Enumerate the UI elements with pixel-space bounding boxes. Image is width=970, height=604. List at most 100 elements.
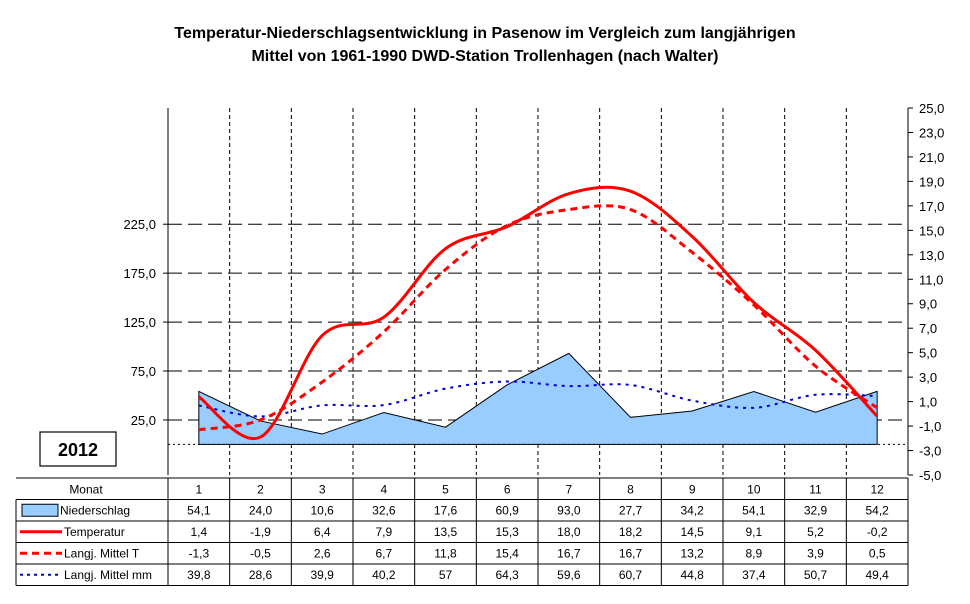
table-cell-value: 24,0 (249, 503, 273, 517)
table-cell-value: 18,0 (557, 525, 581, 539)
legend-series-name: Langj. Mittel mm (64, 568, 152, 582)
right-tick-label: 21,0 (919, 150, 944, 165)
month-label: 1 (195, 483, 202, 497)
legend-swatch-area (21, 503, 59, 517)
table-cell-value: 10,6 (310, 503, 334, 517)
table-cell-value: 0,5 (869, 546, 886, 560)
right-tick-label: 11,0 (919, 272, 943, 287)
legend-series-name: Temperatur (64, 525, 125, 539)
right-tick-label: -3,0 (919, 444, 941, 459)
langj-mittel-mm-line (198, 380, 878, 418)
table-cell-value: 3,9 (807, 546, 824, 560)
langj-mittel-t-line (198, 204, 879, 432)
right-tick-label: 19,0 (919, 174, 944, 189)
table-cell-value: 34,2 (680, 503, 704, 517)
month-label: 6 (504, 483, 511, 497)
table-cell-value: 13,2 (680, 546, 704, 560)
series-lines (197, 185, 879, 441)
year-box (39, 431, 117, 467)
right-tick-label: 15,0 (919, 223, 944, 238)
table-cell-value: 17,6 (434, 503, 458, 517)
table-cell-value: 9,1 (745, 525, 762, 539)
chart-title-line1: Temperatur-Niederschlagsentwicklung in P… (174, 25, 795, 42)
chart-title-line2: Mittel von 1961-1990 DWD-Station Trollen… (251, 48, 718, 65)
table-cell-value: 39,8 (187, 568, 211, 582)
legend-series-name: Langj. Mittel T (64, 546, 140, 560)
row-header-monat: Monat (69, 483, 103, 497)
table-cell-value: 60,7 (619, 568, 643, 582)
month-label: 3 (319, 483, 326, 497)
year-label: 2012 (58, 440, 98, 460)
table-cell-value: 18,2 (619, 525, 643, 539)
table-cell-value: 7,9 (375, 525, 392, 539)
table-cell-value: 16,7 (619, 546, 643, 560)
right-tick-label: 3,0 (919, 370, 937, 385)
table-cell-value: 50,7 (804, 568, 828, 582)
table-cell-value: 59,6 (557, 568, 581, 582)
table-cell-value: 49,4 (865, 568, 889, 582)
month-label: 9 (689, 483, 696, 497)
right-tick-label: -5,0 (919, 468, 941, 483)
month-label: 2 (257, 483, 264, 497)
table-cell-value: 54,1 (742, 503, 766, 517)
month-label: 12 (870, 483, 884, 497)
right-tick-label: 25,0 (919, 101, 944, 116)
table-cell-value: 54,2 (865, 503, 889, 517)
table-cell-value: 44,8 (680, 568, 704, 582)
axes: 25,0 75,0 125,0 175,0 225,0 25,0 23,0 21,0 19,0 1… (123, 101, 944, 483)
right-tick-label: 7,0 (919, 321, 937, 336)
table-cell-value: 6,4 (314, 525, 331, 539)
right-tick-label: 23,0 (919, 125, 944, 140)
table-cell-value: -1,9 (250, 525, 271, 539)
month-label: 5 (442, 483, 449, 497)
table-cell-value: 39,9 (310, 568, 334, 582)
table-cell-value: 37,4 (742, 568, 766, 582)
table-cell-value: -0,5 (250, 546, 271, 560)
table-cell-value: -0,2 (867, 525, 888, 539)
table-cell-value: 2,6 (314, 546, 331, 560)
table-cell-value: 93,0 (557, 503, 581, 517)
table-cell-value: 40,2 (372, 568, 396, 582)
table-cell-value: 6,7 (375, 546, 392, 560)
left-tick-label: 125,0 (123, 315, 156, 330)
table-cell-value: 54,1 (187, 503, 211, 517)
right-tick-label: 1,0 (919, 395, 937, 410)
table-cell-value: 64,3 (495, 568, 519, 582)
precipitation-area-fill (198, 352, 878, 445)
right-tick-label: -1,0 (919, 419, 941, 434)
table-cell-value: 14,5 (680, 525, 704, 539)
table-cell-value: 57 (439, 568, 453, 582)
right-tick-label: 9,0 (919, 297, 937, 312)
table-cell-value: 5,2 (807, 525, 824, 539)
legend-series-name: Niederschlag (60, 503, 130, 517)
table-cell-value: 8,9 (745, 546, 762, 560)
month-label: 11 (809, 483, 822, 497)
month-label: 8 (627, 483, 634, 497)
month-label: 7 (565, 483, 572, 497)
table-cell-value: 15,3 (495, 525, 519, 539)
month-label: 4 (380, 483, 387, 497)
table-cell-value: 1,4 (190, 525, 207, 539)
table-cell-value: 28,6 (249, 568, 273, 582)
table-cell-value: 15,4 (495, 546, 519, 560)
left-tick-label: 225,0 (123, 217, 156, 232)
month-label: 10 (747, 483, 761, 497)
table-cell-value: 16,7 (557, 546, 581, 560)
table-cell-value: 32,9 (804, 503, 828, 517)
left-tick-label: 25,0 (131, 413, 156, 428)
right-tick-label: 17,0 (919, 199, 944, 214)
table-cell-value: -1,3 (188, 546, 209, 560)
right-tick-label: 5,0 (919, 346, 937, 361)
left-tick-label: 75,0 (131, 364, 156, 379)
temperatur-line (197, 185, 879, 441)
left-tick-label: 175,0 (123, 266, 156, 281)
table-cell-value: 32,6 (372, 503, 396, 517)
table-cell-value: 11,8 (434, 546, 457, 560)
table-cell-value: 60,9 (495, 503, 519, 517)
table-cell-value: 27,7 (619, 503, 643, 517)
precipitation-area (198, 352, 878, 445)
table-cell-value: 13,5 (434, 525, 458, 539)
right-tick-label: 13,0 (919, 248, 944, 263)
